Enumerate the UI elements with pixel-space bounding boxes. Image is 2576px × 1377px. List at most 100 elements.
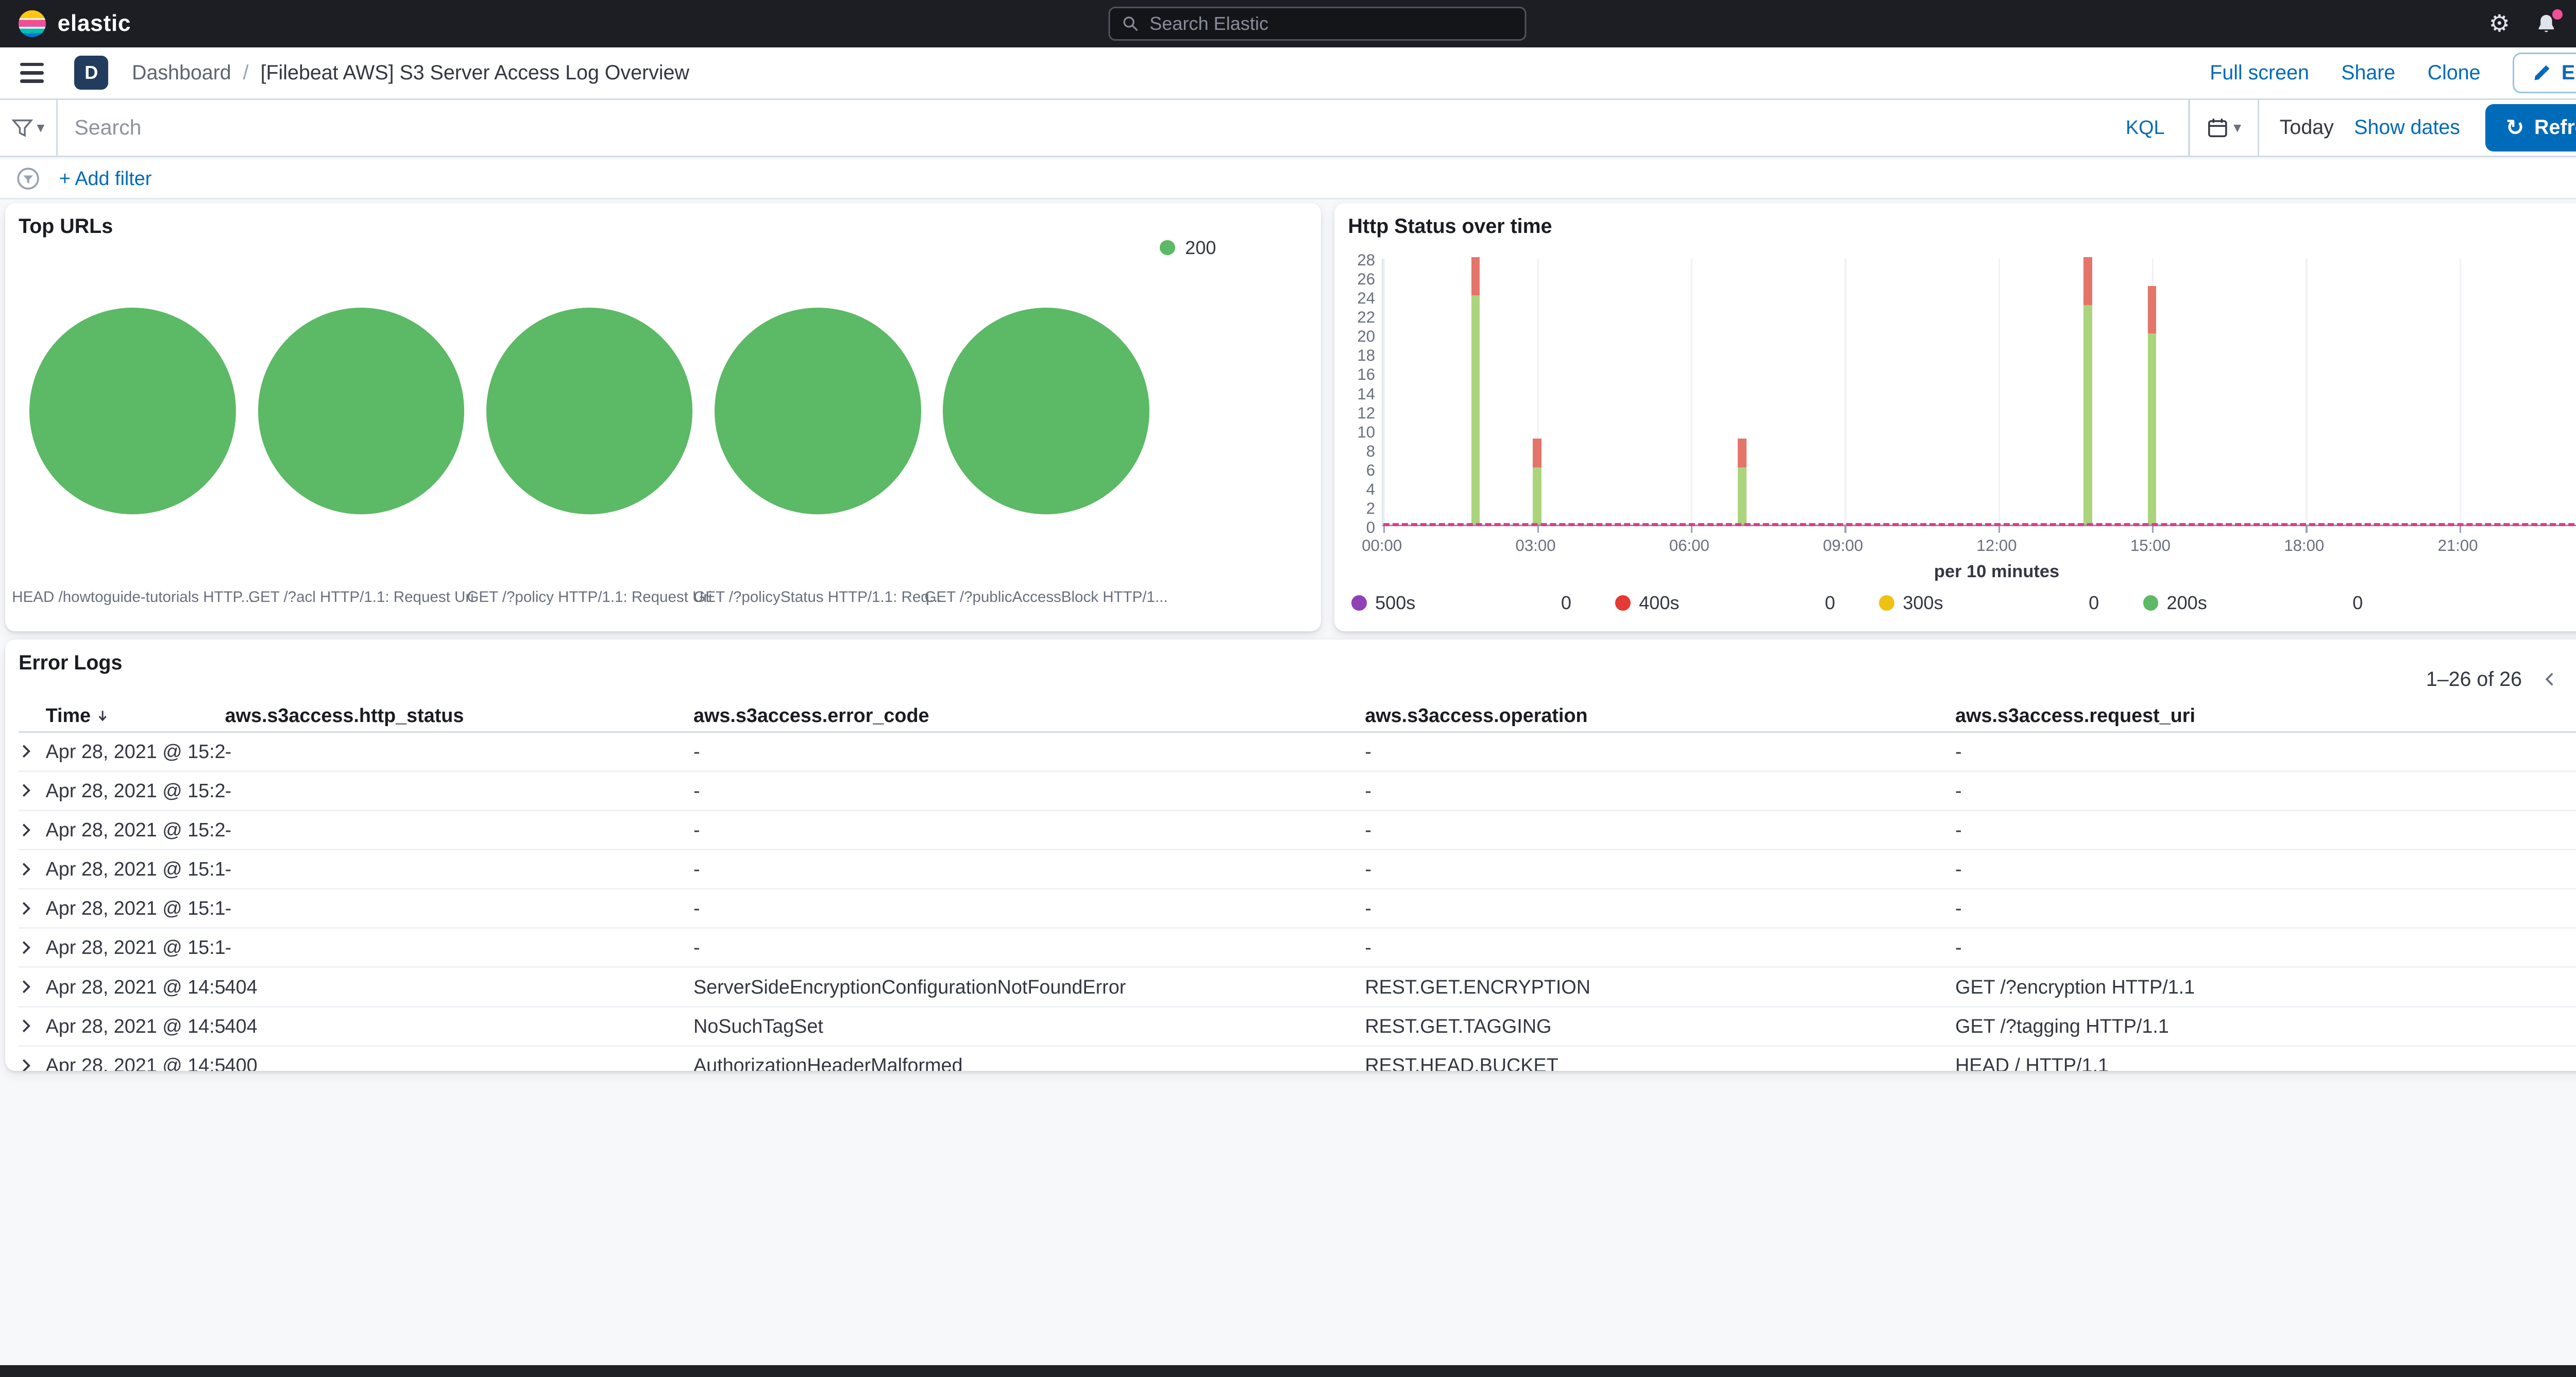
global-search-input[interactable]: [1149, 12, 1513, 35]
legend-label: 500s: [1375, 592, 1416, 614]
table-cell: -: [693, 779, 700, 801]
gridline: [1998, 259, 2000, 525]
breadcrumb-dashboard[interactable]: Dashboard: [132, 61, 231, 84]
table-cell: 404: [225, 1015, 258, 1037]
y-axis-label: 8: [1366, 442, 1376, 460]
table-row: Apr 28, 2021 @ 15:24:56.791----: [19, 733, 2576, 772]
notification-badge: [2552, 9, 2563, 20]
expand-row-button[interactable]: [19, 979, 46, 995]
pie-chart: GET /?policyStatus HTTP/1.1: Req...: [693, 308, 942, 606]
table-cell: -: [225, 740, 232, 762]
x-axis-label: 21:00: [2437, 536, 2478, 555]
clone-button[interactable]: Clone: [2427, 61, 2481, 84]
query-bar: ▾ KQL ▾ Today Show dates ↻ Refresh: [0, 99, 2576, 158]
gridline: [1844, 259, 1846, 525]
legend-item-300s[interactable]: 300s 0: [1879, 592, 2143, 614]
bottom-bar: [0, 1365, 2576, 1377]
expand-row-button[interactable]: [19, 1018, 46, 1034]
error-logs-table: Time aws.s3access.http_status aws.s3acce…: [19, 700, 2576, 1071]
table-header: Time aws.s3access.http_status aws.s3acce…: [19, 700, 2576, 733]
calendar-icon: [2208, 118, 2227, 137]
gridline: [1690, 259, 1693, 525]
legend-item-500s[interactable]: 500s 0: [1351, 592, 1615, 614]
query-input-wrap: KQL: [58, 100, 2189, 156]
show-dates-button[interactable]: Show dates: [2354, 116, 2460, 139]
pie-chart: GET /?policy HTTP/1.1: Request Uri: [467, 308, 712, 606]
expand-row-button[interactable]: [19, 783, 46, 798]
menu-icon[interactable]: [15, 56, 49, 90]
space-badge[interactable]: D: [74, 56, 109, 90]
table-cell: -: [1955, 897, 1962, 919]
elastic-logo-text: elastic: [57, 10, 131, 36]
table-row: Apr 28, 2021 @ 14:55:46.000404 ServerSide…: [19, 968, 2576, 1007]
settings-icon[interactable]: ⚙: [2488, 9, 2510, 37]
refresh-icon: ↻: [2505, 115, 2524, 140]
bar-200s: [1533, 467, 1541, 525]
date-range-value[interactable]: Today: [2279, 116, 2334, 139]
header-error-code[interactable]: aws.s3access.error_code: [693, 704, 929, 727]
x-axis-label: 18:00: [2284, 536, 2325, 555]
edit-button[interactable]: Edit: [2512, 52, 2576, 93]
table-cell: REST.HEAD.BUCKET: [1365, 1054, 1558, 1071]
top-urls-pies: HEAD /howtoguide-tutorials HTTP... GET /?…: [12, 308, 1168, 606]
table-cell: -: [693, 936, 700, 959]
x-axis-label: 15:00: [2130, 536, 2171, 555]
table-cell: Apr 28, 2021 @ 15:15:31.300: [45, 897, 225, 919]
chevron-down-icon: ▾: [2233, 119, 2242, 137]
pie-slice-200[interactable]: [943, 308, 1149, 514]
pie-chart: GET /?publicAccessBlock HTTP/1...: [924, 308, 1168, 606]
top-urls-legend[interactable]: 200: [1160, 237, 1216, 259]
legend-item-400s[interactable]: 400s 0: [1615, 592, 1879, 614]
share-button[interactable]: Share: [2341, 61, 2396, 84]
y-axis-label: 6: [1366, 461, 1376, 479]
legend-value: 0: [1824, 592, 1836, 614]
legend-item-200s[interactable]: 200s 0: [2143, 592, 2407, 614]
panel-top-urls: Top URLs 200 HEAD /howtoguide-tutorials …: [5, 203, 1321, 631]
home-link[interactable]: elastic: [19, 10, 131, 38]
table-cell: REST.GET.TAGGING: [1365, 1015, 1552, 1037]
pie-label: GET /?policyStatus HTTP/1.1: Req...: [693, 589, 942, 606]
pencil-icon: [2534, 65, 2550, 80]
y-axis-label: 20: [1357, 327, 1376, 346]
filter-sets-icon[interactable]: [15, 166, 41, 191]
header-request-uri[interactable]: aws.s3access.request_uri: [1955, 704, 2195, 727]
x-axis-label: 00:00: [1362, 536, 1402, 555]
table-cell: ServerSideEncryptionConfigurationNotFoun…: [693, 976, 1126, 998]
notifications-button[interactable]: [2535, 9, 2563, 35]
saved-query-menu-button[interactable]: ▾: [0, 99, 58, 156]
expand-row-button[interactable]: [19, 901, 46, 916]
expand-row-button[interactable]: [19, 940, 46, 955]
table-cell: NoSuchTagSet: [693, 1015, 823, 1037]
expand-row-button[interactable]: [19, 744, 46, 759]
panel-title[interactable]: Top URLs: [19, 214, 113, 238]
date-quick-select-button[interactable]: ▾: [2190, 100, 2258, 156]
filter-bar: + Add filter: [0, 159, 2576, 200]
legend-value: 0: [2089, 592, 2099, 614]
x-axis-label: 12:00: [1976, 536, 2017, 555]
full-screen-button[interactable]: Full screen: [2210, 61, 2309, 84]
expand-row-button[interactable]: [19, 1058, 46, 1071]
global-search[interactable]: [1109, 7, 1527, 41]
http-status-legend: 500s 0 400s 0 300s 0 200s 0: [1351, 592, 2407, 614]
pie-label: GET /?acl HTTP/1.1: Request Uri: [248, 589, 474, 606]
pie-slice-200[interactable]: [486, 308, 693, 514]
table-cell: -: [225, 858, 232, 880]
add-filter-button[interactable]: + Add filter: [59, 167, 152, 189]
header-http-status[interactable]: aws.s3access.http_status: [225, 704, 464, 727]
pie-slice-200[interactable]: [258, 308, 465, 514]
expand-row-button[interactable]: [19, 822, 46, 838]
panel-error-logs: Error Logs ⋯ 1–26 of 26 Time aws.s3acces…: [5, 639, 2576, 1071]
header-time[interactable]: Time: [46, 704, 225, 727]
pie-slice-200[interactable]: [29, 308, 236, 514]
query-input[interactable]: [74, 115, 2106, 140]
y-axis-label: 10: [1357, 423, 1376, 441]
refresh-button[interactable]: ↻ Refresh: [2485, 104, 2576, 152]
header-operation[interactable]: aws.s3access.operation: [1365, 704, 1588, 727]
panel-title[interactable]: Error Logs: [19, 651, 123, 674]
kql-toggle[interactable]: KQL: [2125, 116, 2165, 139]
pie-slice-200[interactable]: [715, 308, 921, 514]
panel-title[interactable]: Http Status over time: [1348, 214, 1552, 238]
expand-row-button[interactable]: [19, 862, 46, 877]
table-cell: -: [693, 818, 700, 841]
prev-page-button[interactable]: [2532, 666, 2568, 692]
